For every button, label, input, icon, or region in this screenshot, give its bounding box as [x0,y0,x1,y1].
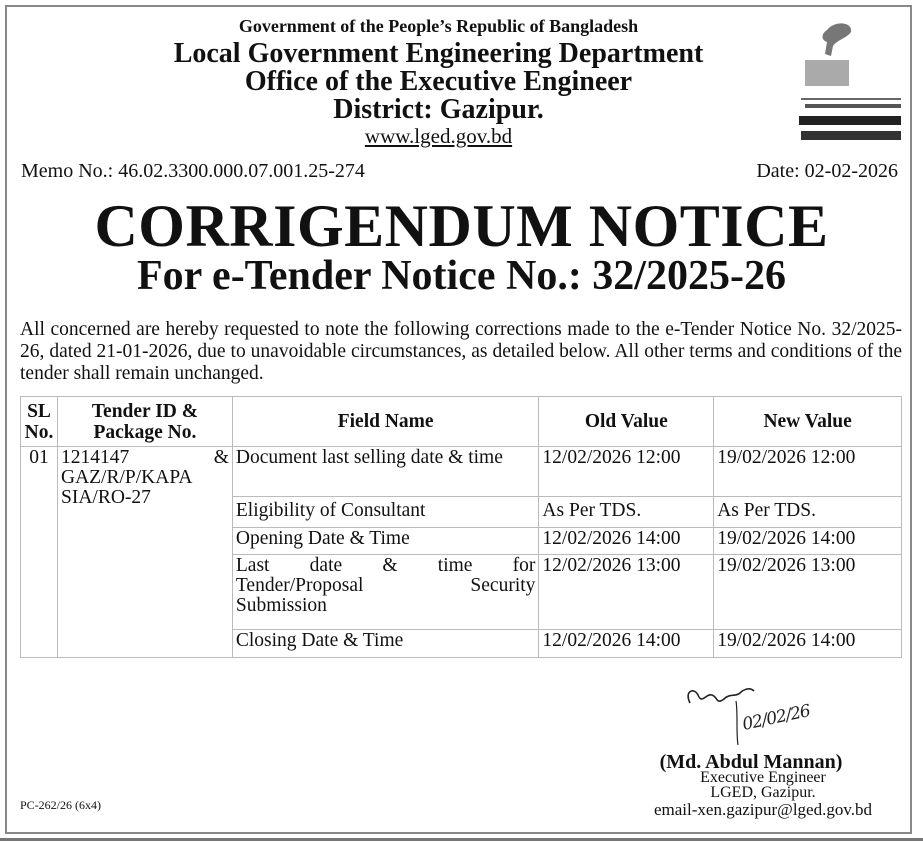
header-sl: SL No. [20,396,58,447]
header-new-value: New Value [713,396,902,447]
signatory-name: (Md. Abdul Mannan) [659,751,843,773]
corrections-table: SL No. Tender ID & Package No. Field Nam… [20,396,902,658]
election-logo [799,23,901,140]
new-value-cell: As Per TDS. [713,496,902,528]
header-tender-id: Tender ID & Package No. [56,396,233,447]
district: District: Gazipur. [333,94,544,125]
header-field-name: Field Name [231,396,540,447]
website-link[interactable]: www.lged.gov.bd [364,124,513,148]
department-name: Local Government Engineering Department [173,38,704,69]
memo-number: Memo No.: 46.02.3300.000.07.001.25-274 [21,160,365,182]
old-value-cell: 12/02/2026 13:00 [538,554,715,630]
office-name: Office of the Executive Engineer [244,66,633,97]
divider [0,838,923,841]
old-value-cell: As Per TDS. [538,496,715,528]
table-row: Closing Date & Time 12/02/2026 14:00 19/… [21,629,902,658]
notice-subtitle: For e-Tender Notice No.: 32/2025-26 [137,253,786,299]
table-row: 01 1214147 & GAZ/R/P/KAPA SIA/RO-27 Docu… [20,446,902,658]
table-row: Last date & time for Tender/Proposal Sec… [21,554,902,630]
government-line: Government of the People’s Republic of B… [238,16,639,36]
notice-title: CORRIGENDUM NOTICE [94,193,829,259]
signatory-designation: Executive Engineer [700,769,826,786]
signatory-office: LGED, Gazipur. [710,784,816,801]
new-value-cell: 19/02/2026 12:00 [713,446,902,497]
sl-cell: 01 [20,446,58,658]
field-cell: Document last selling date & time [231,446,540,497]
old-value-cell: 12/02/2026 14:00 [538,629,715,658]
field-cell: Opening Date & Time [231,527,540,555]
signatory-details: Executive Engineer LGED, Gazipur. email-… [633,769,893,820]
field-cell: Closing Date & Time [231,629,540,658]
field-cell: Last date & time for Tender/Proposal Sec… [231,554,540,630]
old-value-cell: 12/02/2026 14:00 [538,527,715,555]
new-value-cell: 19/02/2026 14:00 [713,527,902,555]
new-value-cell: 19/02/2026 14:00 [713,629,902,658]
notice-date: Date: 02-02-2026 [756,160,898,182]
old-value-cell: 12/02/2026 12:00 [538,446,715,497]
header-old-value: Old Value [538,396,715,447]
footer-code: PC-262/26 (6x4) [20,798,101,812]
field-cell: Eligibility of Consultant [231,496,540,528]
notice-body: All concerned are hereby requested to no… [20,319,902,384]
document-border [5,5,912,834]
table-header-row: SL No. Tender ID & Package No. Field Nam… [20,396,902,447]
new-value-cell: 19/02/2026 13:00 [713,554,902,630]
signatory-email[interactable]: email-xen.gazipur@lged.gov.bd [653,800,872,819]
table-row: Eligibility of Consultant As Per TDS. As… [21,496,902,528]
signature [687,688,755,746]
tender-id-cell: 1214147 & GAZ/R/P/KAPA SIA/RO-27 [56,446,233,658]
